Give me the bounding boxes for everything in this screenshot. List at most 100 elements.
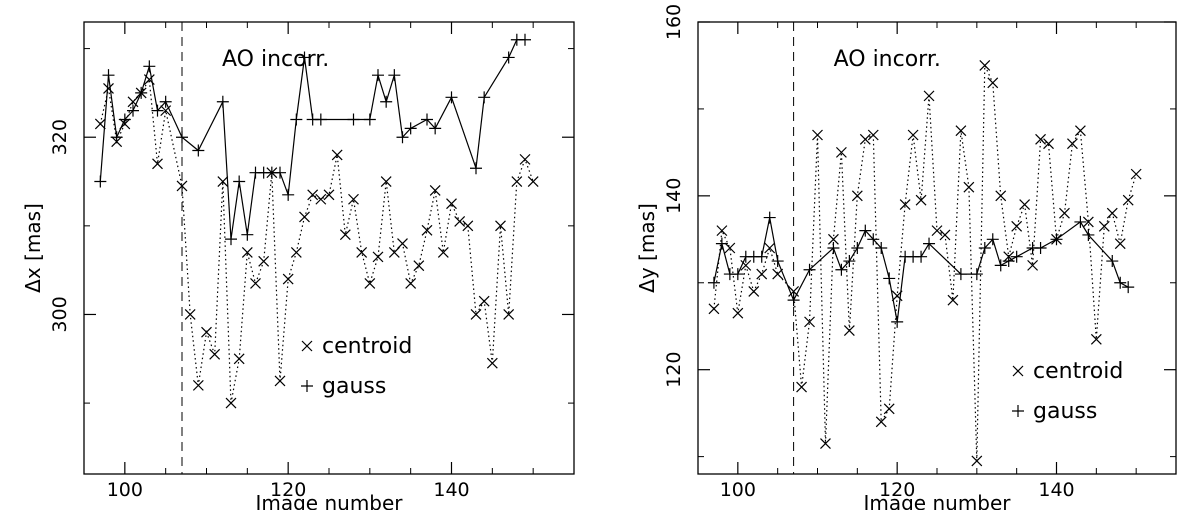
data-point-centroid	[454, 215, 466, 227]
data-point-centroid	[315, 193, 327, 205]
data-point-gauss	[282, 188, 295, 201]
data-point-centroid	[209, 348, 221, 360]
data-point-gauss	[1082, 228, 1095, 241]
data-point-gauss	[176, 131, 188, 144]
data-point-centroid	[446, 198, 457, 210]
data-point-gauss	[915, 250, 928, 263]
data-point-centroid	[486, 357, 498, 369]
y-tick-label: 320	[49, 119, 71, 155]
legend-marker-gauss	[301, 380, 313, 392]
data-point-centroid	[258, 255, 270, 267]
data-point-centroid	[94, 118, 106, 130]
data-point-gauss	[755, 250, 768, 263]
data-point-centroid	[364, 278, 376, 289]
data-point-centroid	[127, 96, 139, 108]
data-point-centroid	[478, 295, 490, 307]
data-point-centroid	[519, 153, 531, 165]
data-point-gauss	[1050, 233, 1063, 246]
data-point-gauss	[954, 268, 967, 281]
data-point-centroid	[963, 181, 975, 193]
y-axis-title: Δx [mas]	[21, 203, 45, 293]
data-point-gauss	[159, 95, 172, 108]
data-point-gauss	[388, 69, 401, 82]
data-point-centroid	[1074, 125, 1086, 137]
data-point-gauss	[380, 95, 393, 108]
data-point-gauss	[1114, 276, 1127, 289]
legend-label-gauss: gauss	[322, 374, 386, 399]
data-point-gauss	[372, 69, 384, 82]
chart-panel-left: 100 120 140 300 320 Image number Δx [mas] AO in…	[21, 21, 575, 514]
data-point-centroid	[724, 242, 736, 254]
data-point-centroid	[1067, 138, 1078, 150]
data-point-centroid	[429, 184, 441, 196]
data-point-centroid	[299, 211, 310, 223]
data-point-gauss	[233, 175, 246, 188]
data-point-gauss	[470, 162, 482, 175]
data-point-centroid	[290, 247, 302, 258]
data-point-gauss	[803, 263, 816, 276]
data-point-gauss	[396, 131, 409, 144]
data-point-gauss	[478, 91, 491, 104]
data-point-gauss	[1034, 242, 1047, 254]
data-point-gauss	[143, 60, 156, 73]
data-point-gauss	[923, 237, 936, 250]
data-point-centroid	[859, 133, 871, 145]
data-point-centroid	[250, 278, 261, 289]
data-point-centroid	[843, 325, 855, 337]
data-point-centroid	[732, 307, 744, 319]
data-point-gauss	[135, 86, 148, 99]
data-point-gauss	[771, 255, 784, 268]
x-tick-label: 100	[720, 479, 756, 501]
data-point-centroid	[184, 309, 196, 320]
data-point-centroid	[323, 189, 335, 201]
data-point-centroid	[995, 190, 1007, 202]
data-point-gauss	[429, 122, 442, 135]
data-point-gauss	[118, 113, 131, 126]
data-point-centroid	[380, 176, 392, 187]
data-point-centroid	[828, 233, 839, 245]
data-point-gauss	[347, 113, 360, 126]
y-tick-label: 300	[49, 296, 71, 332]
data-point-gauss	[1010, 250, 1023, 263]
data-point-gauss	[192, 144, 205, 157]
data-point-gauss	[843, 255, 856, 268]
data-point-centroid	[883, 403, 895, 415]
data-point-gauss	[127, 104, 139, 117]
y-axis-title: Δy [mas]	[635, 203, 659, 293]
annotation-ao-incorr: AO incorr.	[834, 47, 941, 72]
data-point-centroid	[217, 176, 229, 187]
x-tick-label: 140	[1038, 479, 1074, 501]
chart-panel-right: 100 120 140 120 140 160 Image number Δy [mas] AO…	[635, 4, 1177, 514]
data-point-centroid	[835, 146, 847, 158]
data-point-gauss	[110, 131, 123, 144]
data-point-centroid	[955, 125, 967, 137]
data-point-centroid	[756, 268, 768, 280]
data-point-centroid	[152, 158, 163, 170]
data-point-centroid	[851, 190, 863, 202]
data-point-centroid	[1114, 238, 1126, 250]
data-point-centroid	[372, 251, 384, 263]
legend-marker-centroid	[1012, 365, 1024, 377]
data-point-centroid	[356, 247, 368, 258]
data-point-centroid	[192, 379, 204, 391]
data-point-centroid	[899, 199, 911, 210]
data-point-centroid	[274, 375, 286, 387]
series-line-gauss	[713, 217, 1129, 323]
data-point-centroid	[867, 129, 879, 141]
data-point-centroid	[331, 149, 343, 161]
data-point-gauss	[859, 224, 872, 237]
data-point-gauss	[502, 51, 515, 64]
data-point-centroid	[939, 229, 951, 241]
data-point-centroid	[241, 247, 253, 258]
data-point-centroid	[1082, 216, 1094, 228]
data-point-centroid	[804, 316, 815, 328]
data-point-centroid	[307, 189, 319, 201]
data-point-gauss	[978, 242, 991, 254]
y-tick-label: 140	[663, 178, 685, 214]
data-point-centroid	[931, 225, 943, 237]
data-point-gauss	[94, 175, 107, 188]
data-point-gauss	[102, 69, 115, 82]
data-point-gauss	[731, 268, 744, 281]
data-point-centroid	[225, 397, 237, 409]
data-point-gauss	[835, 263, 848, 276]
